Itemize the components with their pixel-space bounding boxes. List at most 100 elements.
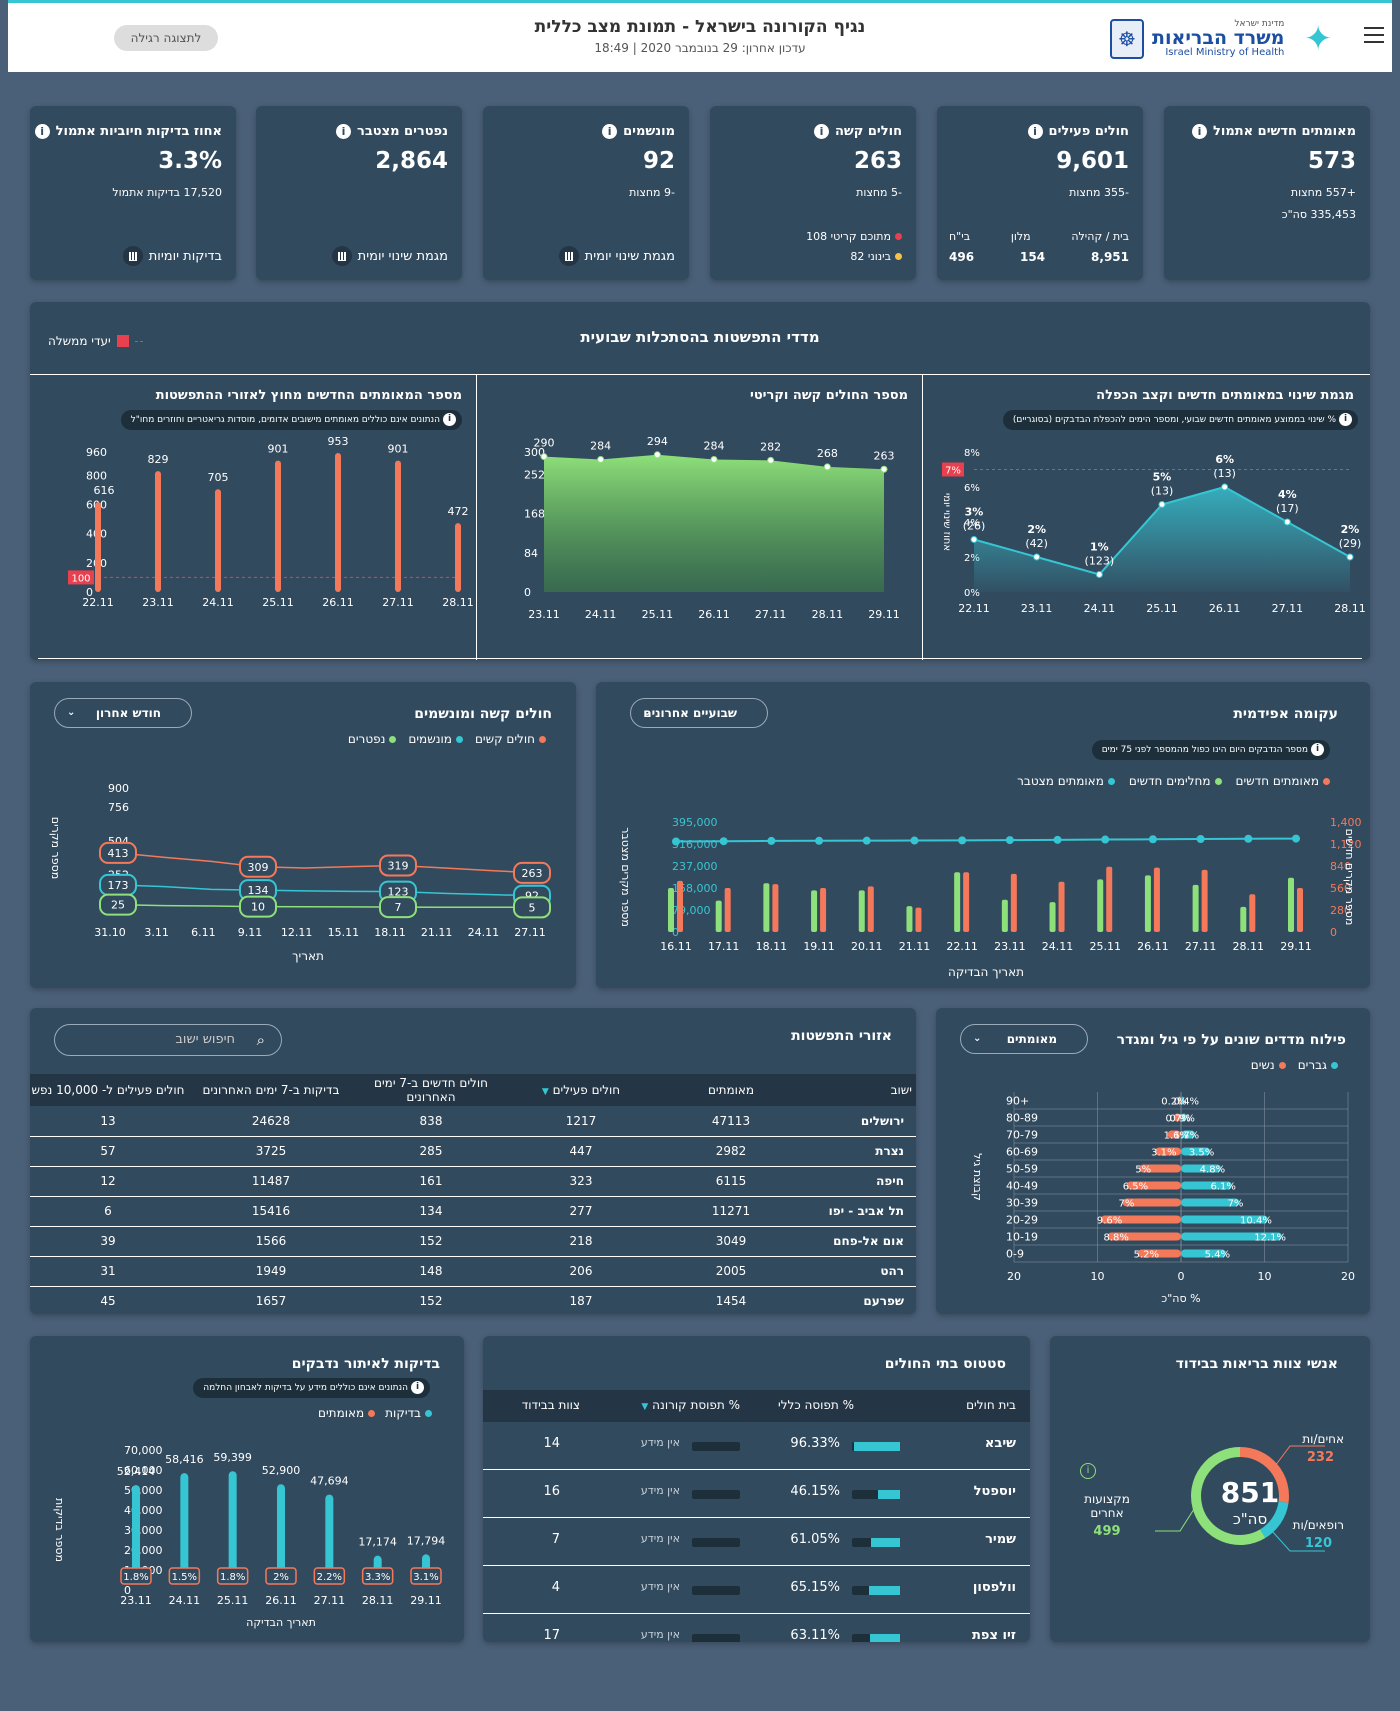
daily-trend-link[interactable]: מגמת שינוי יומית (558, 246, 675, 266)
regular-view-button[interactable]: לתצוגה רגילה (114, 25, 218, 51)
data-label: 58,416 (165, 1453, 204, 1466)
search-box[interactable]: חיפוש ישוב ⌕ (54, 1024, 282, 1056)
bar-women (1177, 1096, 1181, 1105)
table-row[interactable]: שפרעם 1454 187 152 1657 45 (30, 1286, 916, 1314)
data-label: 290 (534, 437, 555, 450)
women-value: 3.1% (1151, 1148, 1176, 1159)
col-header[interactable]: חולים פעילים ל- 10,000 נפש (30, 1074, 186, 1106)
data-label: 47,694 (310, 1475, 349, 1488)
tests-note: הנתונים אינם כוללים מידע על בדיקות לאבחו… (193, 1378, 430, 1398)
kpi-value: 2,864 (375, 148, 448, 174)
doubling-label: (123) (1085, 555, 1115, 568)
bar-men (1181, 1181, 1232, 1190)
x-tick-label: 10 (1091, 1270, 1105, 1283)
bar-new-confirmed (1058, 881, 1065, 932)
age-group-label: 70-79 (1006, 1129, 1038, 1142)
table-row[interactable]: רהט 2005 206 148 1949 31 (30, 1256, 916, 1287)
logo-small-text: מדינת ישראל (1234, 19, 1285, 29)
col-header-sorted[interactable]: % תפוסת קורונה ▼ (641, 1398, 740, 1412)
table-cell: 1217 (506, 1106, 656, 1137)
occupancy-bar (852, 1586, 900, 1595)
data-label: 1% (1090, 541, 1109, 554)
age-group-label: 50-59 (1006, 1163, 1038, 1176)
age-metric-value: מאומתים (1006, 1032, 1057, 1046)
gov-target-label: 100 (71, 573, 90, 584)
hospital-label: בי"ח (949, 230, 971, 243)
hamburger-menu-icon[interactable] (1364, 27, 1384, 43)
cumulative-point (862, 836, 871, 845)
col-header[interactable]: צוות בבידוד (521, 1398, 580, 1412)
corona-occupancy-value: אין מידע (640, 1436, 680, 1449)
series-line (117, 903, 539, 909)
legend-label: מאומתים חדשים (1235, 774, 1319, 788)
women-value: 7% (1119, 1199, 1135, 1210)
x-tick-label: 20.11 (851, 940, 883, 953)
data-label: 901 (268, 443, 289, 456)
hospital-row[interactable]: יוספטל 46.15% אין מידע 16 (483, 1470, 1030, 1518)
info-icon[interactable]: i (34, 124, 50, 139)
data-label: 616 (94, 484, 115, 497)
y-tick-label-left: 158,000 (672, 882, 718, 895)
info-icon[interactable]: i (1027, 124, 1043, 139)
table-cell: 1454 (656, 1286, 806, 1314)
table-cell: 1657 (186, 1286, 356, 1314)
info-icon[interactable]: i (813, 124, 829, 139)
data-label: 901 (388, 443, 409, 456)
kpi-tests-yesterday: 17,520 בדיקות אתמול (112, 186, 222, 199)
bar (228, 1471, 237, 1574)
table-row[interactable]: ירושלים 47113 1217 838 24628 13 (30, 1106, 916, 1137)
table-row[interactable]: תל אביב - יפו 11271 277 134 15416 6 (30, 1196, 916, 1227)
cumulative-point (815, 836, 824, 845)
y-tick-label: 960 (86, 446, 107, 459)
col-header[interactable]: בדיקות ב-7 ימים האחרונים (186, 1074, 356, 1106)
women-value: 5% (1135, 1165, 1151, 1176)
divider (922, 374, 923, 660)
bar-recovered (763, 883, 770, 932)
bar-women (1100, 1215, 1181, 1224)
daily-trend-link[interactable]: מגמת שינוי יומית (331, 246, 448, 266)
info-icon[interactable]: i (1192, 124, 1208, 139)
cumulative-point (672, 837, 680, 846)
info-icon[interactable]: i (336, 124, 352, 139)
hospital-row[interactable]: שמיר 61.05% אין מידע 7 (483, 1518, 1030, 1566)
donut-slice (1191, 1447, 1266, 1545)
x-tick-label: 24.11 (169, 1594, 201, 1607)
last-updated: עדכון אחרון: 29 בנובמבר 2020 | 18:49 (594, 41, 806, 55)
table-row[interactable]: נצרת 2982 447 285 3725 57 (30, 1136, 916, 1167)
legend-item: מאומתים חדשים (1236, 774, 1330, 788)
table-row[interactable]: אום אל-פחם 3049 218 152 1566 39 (30, 1226, 916, 1257)
hospital-row[interactable]: וולפסון 65.15% אין מידע 4 (483, 1566, 1030, 1614)
epi-range-dropdown[interactable]: שבועיים אחרונים ⌄ (630, 698, 768, 728)
col-header[interactable]: % תפוסה כללי (778, 1398, 854, 1412)
col-header[interactable]: חולים חדשים ב-7 ימים האחרונים (356, 1074, 506, 1106)
severe-range-dropdown[interactable]: חודש אחרון ⌄ (54, 698, 192, 728)
x-tick-label: 20 (1341, 1270, 1355, 1283)
col-header-sorted[interactable]: חולים פעילים ▼ (506, 1074, 656, 1106)
col-header[interactable]: בית חולים (966, 1398, 1016, 1412)
hospital-row[interactable]: שיבא 96.33% אין מידע 14 (483, 1422, 1030, 1470)
legend-label: מאומתים מצטבר (1017, 774, 1104, 788)
daily-tests-link[interactable]: בדיקות יומיות (122, 246, 222, 266)
table-cell: 12 (30, 1166, 186, 1197)
gov-target-line-icon (134, 340, 143, 342)
hospital-row[interactable]: זיו צפת 63.11% אין מידע 17 (483, 1614, 1030, 1642)
col-header[interactable]: מאומתים (656, 1074, 806, 1106)
age-gender-card: פילוח מדדים שונים על פי גיל ומגדר מאומתי… (936, 1008, 1370, 1314)
positive-rate-box (120, 1567, 152, 1585)
y-tick-label: 0 (86, 586, 93, 599)
bar-recovered (906, 906, 913, 932)
epi-note: מספר הנדבקים היום הינו כפול מהמספר לפני … (1091, 740, 1330, 760)
info-icon[interactable]: i (1080, 1463, 1096, 1479)
table-row[interactable]: חיפה 6115 323 161 11487 12 (30, 1166, 916, 1197)
col-header[interactable]: ישוב (806, 1074, 916, 1106)
severe-title: חולים קשה ומונשמים (414, 706, 552, 722)
donut-slice (1239, 1447, 1289, 1503)
positive-rate-label: 3.1% (413, 1572, 438, 1583)
hospital-status-card: סטטוס בתי החולים בית חולים % תפוסה כללי … (483, 1336, 1030, 1642)
info-icon[interactable]: i (602, 124, 618, 139)
data-label: 284 (590, 439, 611, 452)
gov-target-marker-icon (116, 335, 129, 347)
age-metric-dropdown[interactable]: מאומתים ⌄ (960, 1024, 1088, 1054)
bar-women (1139, 1164, 1181, 1173)
y-tick-label: 4% (964, 518, 980, 529)
